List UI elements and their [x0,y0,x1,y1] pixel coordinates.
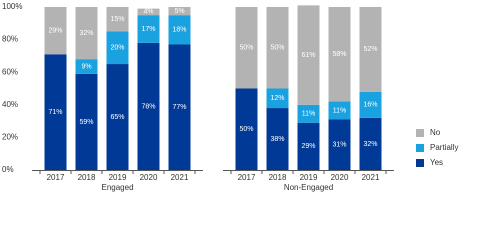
value-label: 58% [332,51,346,58]
y-tick-label: 20% [2,133,18,142]
bar-segment [168,7,191,16]
value-label: 11% [333,107,347,114]
legend-swatch [416,144,424,152]
bar-segment [328,101,351,120]
x-tick-label: 2018 [269,173,287,182]
bar-segment [359,117,382,170]
value-label: 5% [174,8,184,15]
x-tick-label: 2021 [362,173,380,182]
bar-segment [359,7,382,92]
bar-segment [137,8,160,16]
x-tick-label: 2020 [140,173,158,182]
bar-segment [328,7,351,102]
value-label: 50% [239,45,253,52]
value-label: 29% [301,143,315,150]
legend-swatch [416,129,424,137]
value-label: 12% [270,95,284,102]
bar-segment [266,108,289,170]
x-tick-label: 2021 [171,173,189,182]
value-label: 32% [363,141,377,148]
value-label: 15% [110,16,124,23]
value-label: 50% [239,126,253,133]
group-label: Engaged [101,183,133,192]
value-label: 52% [363,46,377,53]
legend-label: No [430,128,441,137]
x-tick-label: 2019 [109,173,127,182]
bar-segment [266,88,289,109]
bar-segment [137,42,160,170]
value-label: 11% [302,111,316,118]
value-label: 16% [363,102,377,109]
bar-segment [44,54,67,170]
bar-segment [266,7,289,89]
bar-segment [75,73,98,170]
value-label: 78% [141,103,155,110]
x-tick-label: 2017 [47,173,65,182]
bar-segment [297,104,320,123]
value-label: 65% [110,114,124,121]
bar-segment [235,7,258,89]
value-label: 18% [172,27,186,34]
bar-segment [106,7,129,32]
x-tick-label: 2017 [238,173,256,182]
bar-segment [44,7,67,55]
value-label: 38% [270,136,284,143]
value-label: 59% [79,119,93,126]
bar-segment [137,15,160,43]
value-label: 71% [48,109,62,116]
value-label: 4% [143,9,153,16]
legend-label: Partially [430,143,458,152]
y-tick-label: 0% [2,165,14,174]
chart: 0% 20% 40% 60% 80% 100% 71% 29% 59% 9% 32% 65% 20% 15… [2,2,458,192]
y-tick-label: 40% [2,100,18,109]
y-tick-label: 60% [2,67,18,76]
value-label: 77% [172,104,186,111]
bar-segment [359,91,382,118]
x-tick-label: 2018 [78,173,96,182]
x-tick-label: 2020 [331,173,349,182]
legend-label: Yes [430,158,443,167]
bar-segment [328,119,351,170]
bar-segment [168,44,191,170]
bar-segment [235,88,258,170]
bar-segment [297,122,320,170]
bar-segment [168,15,191,45]
y-tick-label: 100% [2,2,22,11]
value-label: 31% [332,142,346,149]
value-label: 32% [79,30,93,37]
value-label: 20% [110,45,124,52]
value-label: 9% [81,63,91,70]
bar-segment [297,5,320,105]
bar-segment [106,64,129,170]
legend-swatch [416,159,424,167]
value-label: 29% [48,27,62,34]
value-label: 17% [141,26,155,33]
bar-segment [75,59,98,74]
bar-segment [106,31,129,65]
y-tick-label: 80% [2,35,18,44]
value-label: 61% [301,52,315,59]
x-tick-label: 2019 [300,173,318,182]
value-label: 50% [270,45,284,52]
bar-segment [75,7,98,60]
group-label: Non-Engaged [284,183,333,192]
